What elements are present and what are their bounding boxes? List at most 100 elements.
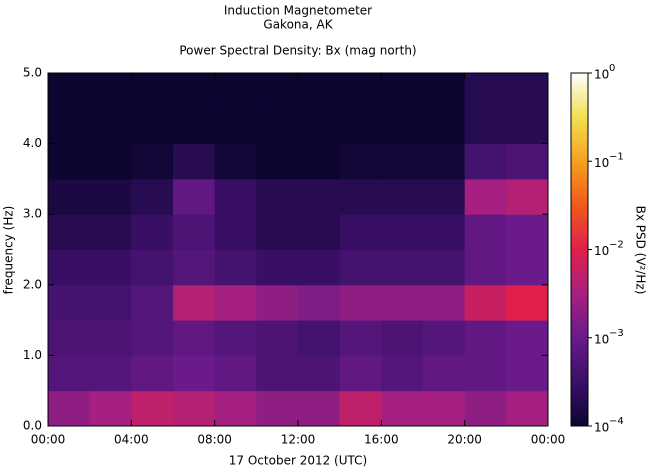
heatmap-cell [339, 390, 382, 427]
heatmap-cell [339, 143, 382, 180]
heatmap-cell [506, 108, 549, 145]
colorbar-tick-exponent: −3 [609, 328, 624, 339]
heatmap-cell [214, 178, 257, 215]
heatmap-cell [298, 284, 341, 321]
colorbar-label: Bx PSD (V²/Hz) [634, 206, 648, 295]
heatmap-cell [131, 73, 174, 109]
heatmap-cell [339, 249, 382, 286]
heatmap-cell [423, 320, 466, 356]
heatmap-cell [173, 284, 216, 321]
heatmap-cell [339, 108, 382, 145]
heatmap-cell [339, 320, 382, 356]
heatmap-cell [256, 73, 299, 109]
heatmap-cell [298, 214, 341, 250]
heatmap-cell [131, 178, 174, 215]
heatmap-cell [506, 355, 549, 392]
heatmap-cell [173, 390, 216, 427]
heatmap-cell [256, 214, 299, 250]
heatmap-cell [381, 249, 424, 286]
heatmap-cell [131, 249, 174, 286]
heatmap-cell [298, 178, 341, 215]
y-tick-label: 4.0 [23, 136, 42, 150]
heatmap-cell [173, 143, 216, 180]
heatmap-cell [89, 390, 132, 427]
y-tick-label: 3.0 [23, 207, 42, 221]
heatmap-cell [214, 390, 257, 427]
x-tick-label: 08:00 [197, 433, 232, 447]
heatmap-cell [381, 320, 424, 356]
colorbar-tick-label: 10 [594, 68, 609, 82]
heatmap [48, 73, 549, 427]
heatmap-cell [214, 249, 257, 286]
heatmap-cell [256, 108, 299, 145]
x-tick-label: 12:00 [281, 433, 316, 447]
heatmap-cell [506, 249, 549, 286]
heatmap-cell [214, 214, 257, 250]
heatmap-cell [423, 143, 466, 180]
heatmap-cell [48, 143, 91, 180]
x-tick-label: 16:00 [364, 433, 399, 447]
colorbar-tick-exponent: −1 [609, 151, 624, 162]
heatmap-cell [173, 249, 216, 286]
heatmap-cell [256, 355, 299, 392]
heatmap-cell [131, 143, 174, 180]
heatmap-cell [298, 73, 341, 109]
heatmap-cell [464, 214, 507, 250]
heatmap-cell [48, 390, 91, 427]
heatmap-cell [173, 73, 216, 109]
heatmap-cell [298, 143, 341, 180]
heatmap-cell [506, 178, 549, 215]
heatmap-cell [173, 214, 216, 250]
heatmap-cell [131, 355, 174, 392]
heatmap-cell [298, 390, 341, 427]
y-axis-label: frequency (Hz) [2, 206, 16, 295]
heatmap-cell [464, 143, 507, 180]
colorbar-tick-label: 10 [594, 156, 609, 170]
heatmap-cell [131, 284, 174, 321]
heatmap-cell [506, 73, 549, 109]
heatmap-cell [48, 284, 91, 321]
heatmap-cell [89, 284, 132, 321]
heatmap-cell [89, 214, 132, 250]
colorbar-tick-exponent: −2 [609, 240, 624, 251]
heatmap-cell [298, 249, 341, 286]
heatmap-cell [256, 390, 299, 427]
x-tick-label: 00:00 [31, 433, 66, 447]
heatmap-cell [423, 390, 466, 427]
heatmap-cell [381, 73, 424, 109]
heatmap-cell [256, 178, 299, 215]
heatmap-cell [89, 320, 132, 356]
heatmap-cell [89, 249, 132, 286]
heatmap-cell [214, 355, 257, 392]
heatmap-cell [423, 108, 466, 145]
heatmap-cell [298, 320, 341, 356]
heatmap-cell [423, 284, 466, 321]
heatmap-cell [214, 143, 257, 180]
heatmap-cell [506, 284, 549, 321]
heatmap-cell [89, 178, 132, 215]
heatmap-cell [298, 355, 341, 392]
heatmap-cell [506, 390, 549, 427]
heatmap-cell [131, 214, 174, 250]
heatmap-cell [339, 355, 382, 392]
heatmap-cell [214, 284, 257, 321]
y-tick-label: 0.0 [23, 419, 42, 433]
heatmap-cell [339, 178, 382, 215]
x-tick-label: 00:00 [531, 433, 566, 447]
heatmap-cell [381, 284, 424, 321]
heatmap-cell [339, 73, 382, 109]
heatmap-cell [214, 108, 257, 145]
heatmap-cell [464, 249, 507, 286]
colorbar [570, 72, 589, 427]
x-tick-label: 04:00 [114, 433, 149, 447]
heatmap-cell [48, 355, 91, 392]
heatmap-cell [131, 320, 174, 356]
heatmap-cell [89, 143, 132, 180]
colorbar-tick-label: 10 [594, 332, 609, 346]
heatmap-cell [89, 73, 132, 109]
heatmap-cell [423, 249, 466, 286]
heatmap-cell [381, 355, 424, 392]
heatmap-cell [131, 108, 174, 145]
colorbar-tick-exponent: −4 [609, 416, 624, 427]
heatmap-cell [339, 284, 382, 321]
